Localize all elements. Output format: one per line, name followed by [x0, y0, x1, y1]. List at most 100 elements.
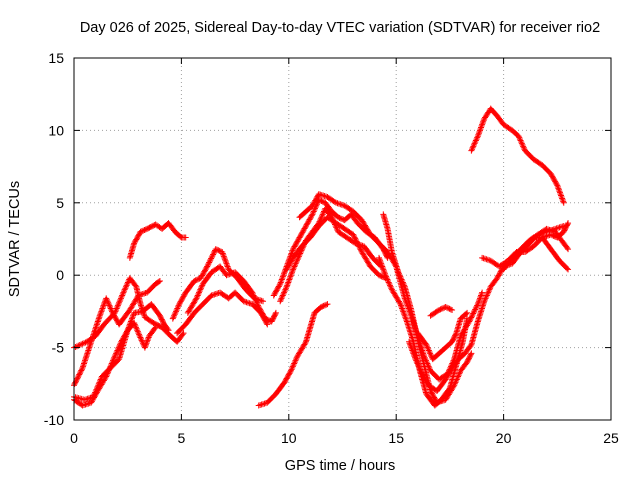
data-point — [310, 200, 317, 207]
data-point — [78, 341, 85, 348]
data-point — [565, 220, 572, 227]
data-point — [376, 254, 383, 261]
data-point — [293, 259, 300, 266]
data-point — [440, 305, 447, 312]
data-point — [397, 275, 404, 282]
data-point — [283, 375, 290, 382]
data-point — [398, 304, 405, 311]
data-point — [182, 234, 189, 241]
x-tick-label: 20 — [496, 430, 512, 446]
data-point — [206, 258, 213, 265]
data-point — [295, 237, 302, 244]
data-point — [302, 340, 309, 347]
data-point — [260, 313, 267, 320]
data-point — [469, 146, 476, 153]
data-point — [399, 277, 406, 284]
data-point — [518, 138, 525, 145]
data-point — [305, 217, 312, 224]
data-point — [416, 364, 423, 371]
data-point — [445, 371, 452, 378]
data-point — [378, 260, 385, 267]
data-point — [198, 283, 205, 290]
data-point — [132, 324, 139, 331]
data-point — [284, 282, 291, 289]
y-tick-label: 5 — [56, 195, 64, 211]
x-axis-label: GPS time / hours — [285, 458, 395, 474]
data-point — [194, 292, 201, 299]
data-point — [309, 202, 316, 209]
data-point — [423, 343, 430, 350]
data-point — [425, 346, 432, 353]
data-point — [271, 291, 278, 298]
data-point — [196, 289, 203, 296]
data-point — [130, 312, 137, 319]
data-point — [195, 291, 202, 298]
data-point — [495, 272, 502, 279]
data-point — [468, 314, 475, 321]
data-point — [555, 185, 562, 192]
data-point — [253, 298, 260, 305]
data-point — [290, 264, 297, 271]
data-point — [556, 189, 563, 196]
data-point — [307, 215, 314, 222]
data-point — [479, 121, 486, 128]
data-point — [381, 269, 388, 276]
data-point — [151, 325, 158, 332]
data-point — [418, 370, 425, 377]
data-point — [443, 304, 450, 311]
data-point — [413, 359, 420, 366]
data-point — [272, 289, 279, 296]
data-point — [115, 301, 122, 308]
data-point — [529, 235, 536, 242]
data-point — [518, 140, 525, 147]
data-point — [337, 215, 344, 222]
data-point — [293, 239, 300, 246]
data-point — [105, 299, 112, 306]
data-point — [191, 277, 198, 284]
data-point — [103, 372, 110, 379]
data-point — [300, 226, 307, 233]
data-point — [447, 367, 454, 374]
data-point — [131, 321, 138, 328]
data-point — [206, 259, 213, 266]
data-point — [401, 311, 408, 318]
data-point — [378, 262, 385, 269]
data-point — [113, 305, 120, 312]
data-point — [117, 340, 124, 347]
data-point — [290, 266, 297, 273]
data-point — [202, 267, 209, 274]
data-point — [409, 347, 416, 354]
data-point — [132, 237, 139, 244]
data-point — [279, 273, 286, 280]
data-point — [122, 283, 129, 290]
data-point — [208, 254, 215, 261]
data-point — [479, 289, 486, 296]
data-point — [97, 311, 104, 318]
data-point — [122, 331, 129, 338]
data-point — [292, 262, 299, 269]
data-point — [280, 272, 287, 279]
data-point — [434, 307, 441, 314]
data-point — [249, 291, 256, 298]
data-point — [424, 344, 431, 351]
data-point — [553, 181, 560, 188]
data-point — [380, 267, 387, 274]
data-point — [318, 304, 325, 311]
data-point — [475, 131, 482, 138]
data-point — [105, 301, 112, 308]
data-point — [471, 140, 478, 147]
data-point — [264, 321, 271, 328]
data-point — [286, 261, 293, 268]
data-point — [128, 317, 135, 324]
data-point — [137, 228, 144, 235]
data-point — [406, 340, 413, 347]
data-point — [423, 379, 430, 386]
data-point — [145, 334, 152, 341]
data-point — [289, 247, 296, 254]
data-point — [287, 273, 294, 280]
data-point — [291, 263, 298, 270]
data-point — [438, 305, 445, 312]
data-point — [109, 359, 116, 366]
data-point — [261, 316, 268, 323]
data-point — [294, 238, 301, 245]
